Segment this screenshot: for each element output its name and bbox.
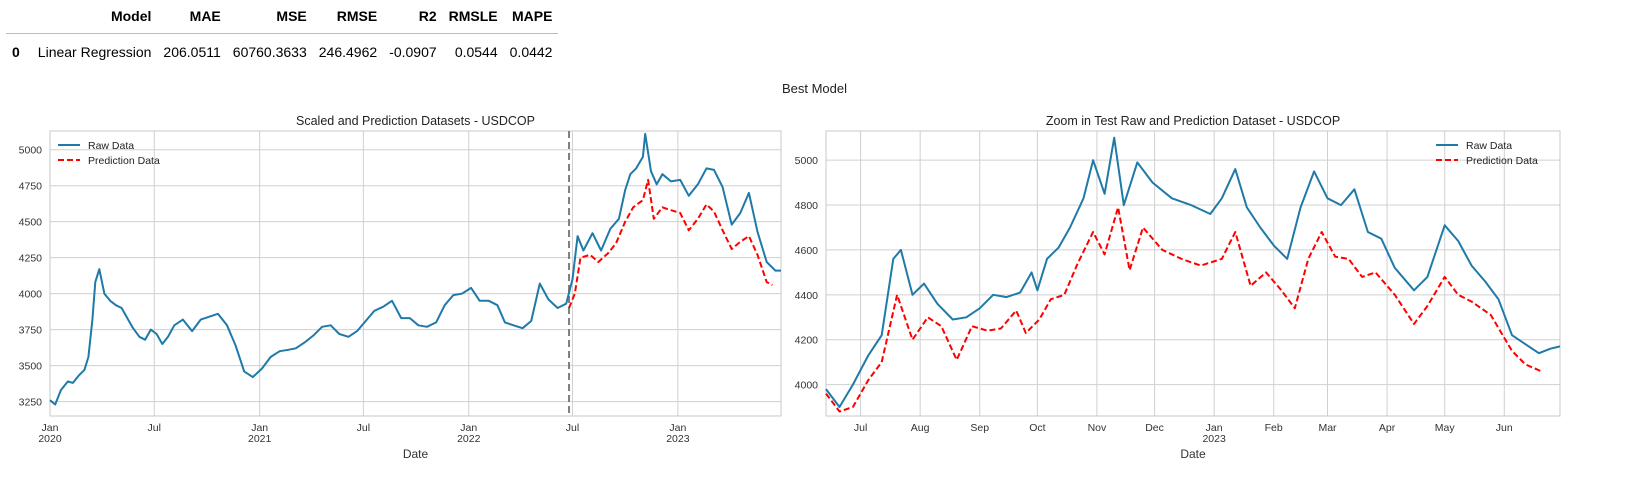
x-tick-label: Mar	[1318, 422, 1337, 434]
row-index: 0	[12, 44, 20, 60]
cell-rmsle: 0.0544	[454, 44, 498, 60]
x-axis-label: Date	[403, 447, 429, 461]
x-tick-label: Jul	[566, 422, 579, 434]
col-header-mape: MAPE	[503, 0, 559, 34]
table-header-row: Model MAE MSE RMSE R2 RMSLE MAPE	[6, 0, 559, 34]
cell-mape: 0.0442	[509, 44, 553, 60]
table-row: 0 Linear Regression 206.0511 60760.3633 …	[6, 34, 558, 69]
x-tick-label: Jul	[854, 422, 867, 434]
x-tick-label: Jan	[251, 422, 268, 434]
prediction-data-line	[825, 206, 1542, 413]
x-tick-year-label: 2023	[666, 433, 690, 445]
x-tick-label: Dec	[1145, 422, 1164, 434]
x-tick-label: Jul	[148, 422, 161, 434]
col-header-rmsle: RMSLE	[442, 0, 504, 34]
plot-frame	[49, 130, 782, 417]
chart-panel-2: Zoom in Test Raw and Prediction Dataset …	[795, 114, 1561, 461]
y-tick-label: 4250	[19, 253, 43, 265]
cell-r2: -0.0907	[389, 44, 437, 60]
y-tick-label: 4500	[19, 217, 43, 229]
raw-data-line	[49, 132, 781, 406]
cell-rmse: 246.4962	[318, 44, 378, 60]
y-tick-label: 4200	[795, 335, 819, 347]
x-tick-label: Jan	[42, 422, 59, 434]
legend-raw-label: Raw Data	[88, 140, 134, 152]
chart-panel-1: Scaled and Prediction Datasets - USDCOP 3…	[19, 114, 782, 461]
x-tick-year-label: 2021	[248, 433, 272, 445]
plot-frame	[825, 130, 1561, 417]
cell-mse: 60760.3633	[232, 44, 307, 60]
x-tick-label: Oct	[1029, 422, 1045, 434]
x-tick-year-label: 2022	[457, 433, 481, 445]
y-tick-label: 5000	[795, 155, 819, 167]
col-header-mse: MSE	[226, 0, 313, 34]
x-tick-year-label: 2023	[1202, 433, 1226, 445]
y-tick-label: 4800	[795, 200, 819, 212]
y-tick-label: 4400	[795, 290, 819, 302]
x-tick-label: May	[1435, 422, 1456, 434]
x-tick-label: Jan	[1206, 422, 1223, 434]
x-tick-label: Sep	[970, 422, 989, 434]
y-tick-label: 5000	[19, 145, 43, 157]
x-axis-label: Date	[1180, 447, 1206, 461]
cell-model: Linear Regression	[37, 44, 152, 60]
metrics-table: Model MAE MSE RMSE R2 RMSLE MAPE 0 Linea…	[6, 0, 559, 69]
legend-raw-label: Raw Data	[1466, 140, 1512, 152]
y-tick-label: 3750	[19, 325, 43, 337]
legend-prediction-label: Prediction Data	[88, 155, 160, 167]
x-tick-label: Jun	[1496, 422, 1513, 434]
col-header-mae: MAE	[157, 0, 227, 34]
x-tick-label: Apr	[1379, 422, 1396, 434]
x-tick-label: Nov	[1088, 422, 1107, 434]
y-tick-label: 3250	[19, 397, 43, 409]
legend-prediction-label: Prediction Data	[1466, 155, 1538, 167]
prediction-data-line	[568, 178, 773, 309]
cell-mae: 206.0511	[163, 44, 221, 60]
chart-title: Scaled and Prediction Datasets - USDCOP	[296, 114, 535, 128]
x-tick-label: Jan	[669, 422, 686, 434]
y-tick-label: 3500	[19, 361, 43, 373]
figure-suptitle: Best Model	[781, 81, 848, 96]
x-tick-label: Aug	[911, 422, 930, 434]
x-tick-label: Jan	[460, 422, 477, 434]
col-header-rmse: RMSE	[312, 0, 384, 34]
y-tick-label: 4600	[795, 245, 819, 257]
y-tick-label: 4000	[795, 380, 819, 392]
y-tick-label: 4750	[19, 181, 43, 193]
x-tick-label: Feb	[1265, 422, 1283, 434]
x-tick-label: Jul	[357, 422, 370, 434]
col-header-r2: R2	[383, 0, 443, 34]
col-header-index	[6, 0, 32, 34]
raw-data-line	[825, 136, 1561, 408]
y-tick-label: 4000	[19, 289, 43, 301]
x-tick-year-label: 2020	[38, 433, 62, 445]
col-header-model: Model	[31, 0, 158, 34]
chart-title: Zoom in Test Raw and Prediction Dataset …	[1046, 114, 1340, 128]
